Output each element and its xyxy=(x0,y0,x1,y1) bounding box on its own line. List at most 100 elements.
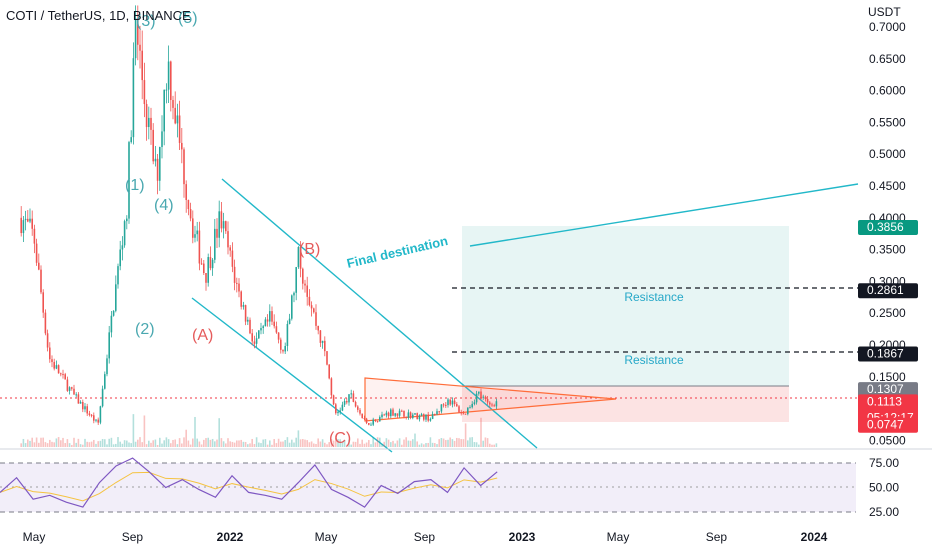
volume-bar xyxy=(383,441,385,447)
candle-body xyxy=(359,409,361,414)
candle-body xyxy=(269,311,271,322)
volume-bar xyxy=(159,437,161,447)
candle-body xyxy=(409,412,412,418)
wave-label-1: (1) xyxy=(125,177,145,194)
candle-body xyxy=(328,364,330,379)
candle-body xyxy=(82,401,84,410)
volume-bar xyxy=(482,440,484,447)
volume-bar xyxy=(20,443,22,447)
candle-body xyxy=(434,413,436,415)
candle-body xyxy=(368,423,370,425)
candle-body xyxy=(343,401,346,405)
candle-body xyxy=(291,295,293,319)
candle-body xyxy=(165,89,168,91)
candle-body xyxy=(489,402,491,405)
volume-bar xyxy=(112,444,115,447)
candle-body xyxy=(222,221,225,229)
time-tick-label: Sep xyxy=(706,530,728,544)
volume-bar xyxy=(306,440,308,447)
volume-bar xyxy=(324,442,326,447)
volume-bar xyxy=(405,437,407,447)
volume-bar xyxy=(64,443,66,447)
time-axis[interactable]: May Sep 2022 May Sep 2023 May Sep 2024 xyxy=(23,530,828,544)
final-destination-line[interactable] xyxy=(469,183,859,247)
volume-bar xyxy=(434,443,436,447)
volume-bar xyxy=(352,441,355,447)
candle-body xyxy=(418,415,421,420)
candle-body xyxy=(44,312,47,334)
candle-body xyxy=(185,184,187,200)
candle-body xyxy=(372,419,374,425)
volume-bar xyxy=(134,441,137,447)
volume-bar xyxy=(372,437,374,447)
candle-body xyxy=(238,283,240,292)
volume-bar xyxy=(249,443,251,447)
volume-bar xyxy=(35,437,38,447)
time-tick-label: 2024 xyxy=(801,530,828,544)
volume-bar xyxy=(288,442,291,447)
time-tick-label: May xyxy=(315,530,338,544)
channel-upper-line[interactable] xyxy=(221,178,538,449)
candle-body xyxy=(115,284,117,311)
volume-bar xyxy=(152,440,154,447)
volume-bar xyxy=(319,441,322,447)
candle-body xyxy=(313,308,315,313)
candle-body xyxy=(128,142,130,219)
volume-bar xyxy=(95,443,97,447)
volume-bar xyxy=(46,443,49,447)
volume-bar xyxy=(429,437,432,447)
candle-body xyxy=(317,325,319,331)
volume-bar xyxy=(68,443,71,447)
channel-lower-line[interactable] xyxy=(191,297,393,453)
candle-body xyxy=(137,18,139,45)
volume-bars xyxy=(20,414,498,447)
candle-body xyxy=(214,228,216,260)
price-tick-label: 0.3500 xyxy=(869,243,906,257)
volume-bar xyxy=(458,438,460,447)
candle-body xyxy=(258,330,260,339)
volume-bar xyxy=(346,444,348,447)
volume-bar xyxy=(337,439,339,447)
candle-body xyxy=(374,419,377,422)
volume-bar xyxy=(238,440,240,447)
candle-body xyxy=(29,218,31,222)
candle-body xyxy=(66,379,69,391)
volume-bar xyxy=(244,441,247,447)
candle-body xyxy=(181,142,183,150)
candle-body xyxy=(84,406,86,410)
candle-body xyxy=(295,267,297,293)
volume-bar xyxy=(163,440,165,447)
time-tick-label: May xyxy=(23,530,46,544)
rsi-band xyxy=(0,463,856,512)
rsi-axis[interactable]: 75.00 50.00 25.00 xyxy=(869,456,899,519)
candle-body xyxy=(20,217,22,234)
time-tick-label: 2023 xyxy=(509,530,536,544)
triangle-pattern[interactable] xyxy=(364,377,617,422)
candle-body xyxy=(436,411,438,415)
candle-body xyxy=(189,209,192,219)
candle-body xyxy=(495,401,498,407)
candle-body xyxy=(361,413,363,418)
candle-body xyxy=(79,401,82,404)
volume-bar xyxy=(414,433,416,447)
candle-body xyxy=(216,228,218,238)
candle-body xyxy=(104,374,106,389)
volume-bar xyxy=(62,437,64,447)
volume-bar xyxy=(271,444,273,447)
volume-bar xyxy=(165,437,168,447)
candle-body xyxy=(337,411,339,414)
volume-bar xyxy=(121,443,124,447)
volume-bar xyxy=(464,423,467,447)
volume-bar xyxy=(172,439,174,447)
candle-body xyxy=(86,406,88,414)
volume-bar xyxy=(403,439,405,447)
wave-label-3: (3) xyxy=(136,13,156,30)
candle-body xyxy=(174,107,176,124)
volume-bar xyxy=(128,442,130,447)
candle-body xyxy=(194,234,196,238)
candle-body xyxy=(335,404,337,414)
volume-bar xyxy=(489,443,491,447)
price-tick-label: 0.6000 xyxy=(869,84,906,98)
volume-bar xyxy=(453,440,456,447)
